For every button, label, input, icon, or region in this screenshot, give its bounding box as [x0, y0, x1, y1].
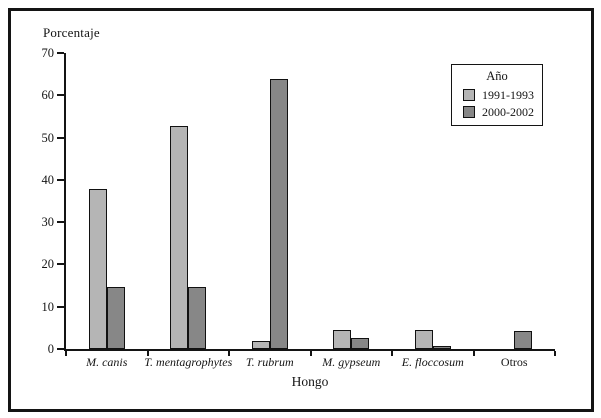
- y-tick: [57, 136, 64, 139]
- y-tick-label: 10: [41, 299, 55, 314]
- x-tick: [309, 351, 312, 356]
- bar-e-floccosum-1991-1993: [414, 329, 433, 349]
- x-tick: [228, 351, 230, 356]
- x-tick: [65, 351, 67, 356]
- legend-entry-2000-2002: 2000-2002: [452, 106, 542, 118]
- y-tick-label: 40: [41, 172, 55, 187]
- y-tick: [57, 263, 64, 266]
- y-axis-title: Porcentaje: [43, 25, 100, 40]
- category-label: E. floccosum: [401, 355, 464, 369]
- y-tick-label: 50: [41, 130, 55, 145]
- y-tick: [57, 221, 64, 224]
- y-tick: [57, 305, 64, 308]
- bar-t-rubrum-2000-2002: [269, 79, 288, 349]
- y-tick-label: 60: [41, 88, 55, 103]
- legend-swatch-dark-icon: [463, 106, 475, 118]
- legend-entry-1991-1993: 1991-1993: [452, 89, 542, 101]
- y-tick: [57, 52, 64, 54]
- plot-area: 0 10 20 30 40 50 60 70 M. canis T. mentagrophytes…: [42, 47, 556, 369]
- category-label: T. mentagrophytes: [144, 355, 233, 369]
- y-tick: [57, 348, 64, 350]
- bar-t-rubrum-1991-1993: [251, 341, 270, 349]
- bar-otros-2000-2002: [514, 331, 533, 349]
- x-axis-line: [64, 349, 555, 351]
- bar-m-canis-1991-1993: [88, 189, 107, 349]
- bar-m-canis-2000-2002: [106, 286, 125, 349]
- bar-m-gypseum-1991-1993: [333, 330, 352, 349]
- legend-entry-label: 2000-2002: [482, 105, 534, 119]
- bar-m-gypseum-2000-2002: [351, 338, 370, 349]
- category-label: M. gypseum: [322, 355, 381, 369]
- x-axis-title: Hongo: [291, 374, 329, 389]
- y-tick-label: 20: [41, 257, 55, 272]
- legend-entry-label: 1991-1993: [482, 88, 534, 102]
- bar-t-mentagrophytes-1991-1993: [170, 125, 189, 349]
- x-tick: [472, 351, 475, 356]
- y-tick: [57, 178, 64, 181]
- bar-e-floccosum-2000-2002: [432, 345, 451, 349]
- category-label: Otros: [500, 355, 528, 369]
- legend-box: Año 1991-1993 2000-2002: [451, 64, 543, 126]
- category-label: T. rubrum: [245, 355, 294, 369]
- y-tick-label: 0: [47, 342, 54, 356]
- y-axis-line: [64, 53, 66, 349]
- x-tick: [554, 351, 556, 356]
- y-tick-label: 30: [41, 215, 55, 230]
- y-tick: [57, 94, 64, 97]
- x-tick: [146, 351, 149, 356]
- y-tick-label: 70: [41, 46, 55, 60]
- legend-swatch-light-icon: [463, 89, 475, 101]
- bar-t-mentagrophytes-2000-2002: [188, 286, 207, 349]
- legend-title: Año: [486, 69, 508, 83]
- x-tick: [391, 351, 393, 356]
- category-label: M. canis: [86, 355, 128, 369]
